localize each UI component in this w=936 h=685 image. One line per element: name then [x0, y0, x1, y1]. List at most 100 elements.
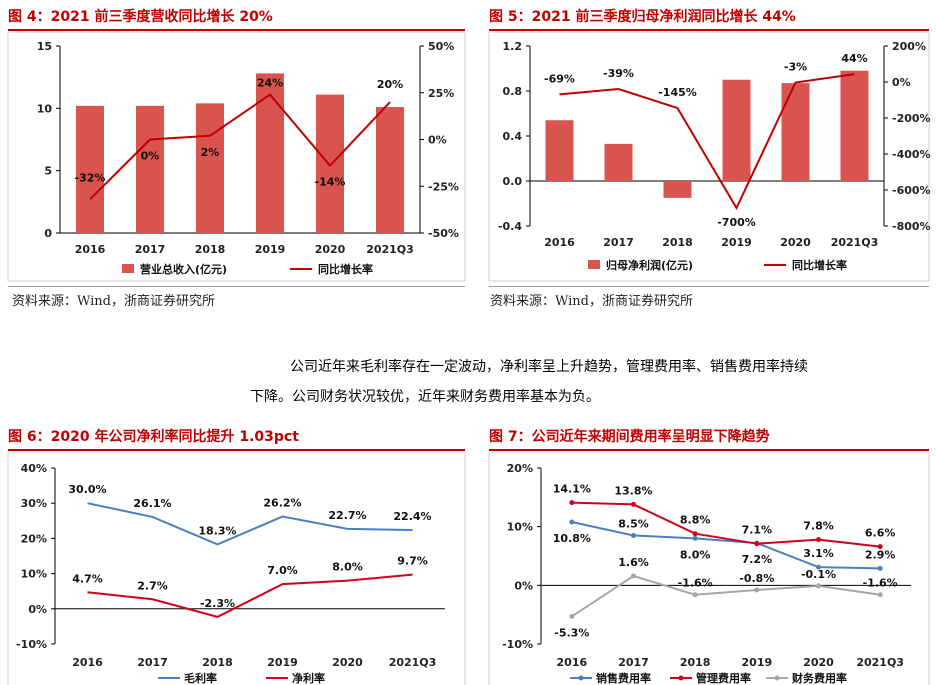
fig7-series-marker	[692, 531, 698, 537]
fig5-bar	[604, 143, 633, 181]
fig7-data-label: -5.3%	[554, 626, 589, 639]
fig7-legend-label: 财务费用率	[791, 671, 847, 685]
fig7-legend-marker	[678, 675, 684, 681]
fig4-right-tick-label: 50%	[428, 40, 454, 53]
fig5-category-label: 2016	[544, 236, 575, 249]
fig4-category-label: 2018	[195, 243, 226, 256]
fig6-data-label: 2.7%	[137, 579, 168, 592]
fig7-data-label: -1.6%	[678, 577, 713, 590]
fig4-right-tick-label: 25%	[428, 87, 454, 100]
fig6-data-label: 7.0%	[267, 564, 298, 577]
fig7-title-rule	[489, 449, 929, 451]
fig7-series-marker	[816, 537, 821, 543]
fig4-legend-bar-swatch	[122, 264, 134, 273]
fig4-category-label: 2016	[75, 243, 106, 256]
fig7-data-label: 7.8%	[803, 520, 834, 533]
fig5-category-label: 2020	[780, 236, 811, 249]
fig4-source: 资料来源：Wind，浙商证券研究所	[12, 294, 215, 309]
fig4-left-tick-label: 10	[37, 102, 53, 115]
fig7-legend-marker	[774, 675, 780, 681]
fig7-series-marker	[692, 535, 698, 541]
fig7-series-marker	[754, 587, 760, 593]
fig7-category-label: 2016	[557, 656, 588, 669]
fig5-bar	[663, 181, 692, 198]
fig6-title: 图 6：2020 年公司净利率同比提升 1.03pct	[8, 429, 299, 445]
fig7-series-marker	[569, 519, 575, 525]
fig6-legend-label: 净利率	[292, 671, 325, 685]
fig7-data-label: 8.5%	[618, 517, 649, 530]
fig5-category-label: 2021Q3	[831, 236, 879, 249]
fig5-left-tick-label: 0.8	[503, 85, 523, 98]
fig6-plot-border	[7, 451, 466, 685]
fig4-legend-line-label: 同比增长率	[318, 262, 373, 276]
fig6-data-label: 4.7%	[72, 572, 103, 585]
fig4-growth-label: 0%	[141, 150, 160, 163]
fig4-left-tick-label: 5	[44, 165, 52, 178]
fig4-bar	[376, 107, 404, 233]
fig6-tick-label: 10%	[21, 568, 47, 581]
fig6-data-label: 22.4%	[393, 510, 431, 523]
fig4-growth-label: 2%	[201, 146, 220, 159]
fig7-legend-label: 管理费用率	[696, 671, 751, 685]
fig7-legend-marker	[578, 675, 584, 681]
fig7-category-label: 2019	[742, 656, 773, 669]
fig7-data-label: 10.8%	[553, 532, 591, 545]
fig5-growth-label: -700%	[717, 216, 756, 229]
fig5-bar	[545, 120, 574, 181]
fig6-category-label: 2016	[72, 656, 103, 669]
fig5-category-label: 2017	[603, 236, 634, 249]
fig5-source: 资料来源：Wind，浙商证券研究所	[490, 294, 693, 309]
fig7-series-line	[571, 520, 881, 570]
fig4-bar	[76, 105, 104, 233]
fig5-legend-line-label: 同比增长率	[792, 258, 847, 272]
fig6-chart: -10% 0% 10% 20% 30% 40% 2016 2017 2018 2019 2020 20…	[7, 451, 466, 685]
fig6-tick-label: 20%	[21, 532, 47, 545]
fig7-series-marker	[569, 613, 575, 619]
fig5-left-tick-label: 1.2	[503, 40, 523, 53]
fig6-tick-label: 30%	[21, 497, 47, 510]
fig6-data-label: 26.2%	[263, 497, 301, 510]
fig4-growth-line	[89, 93, 391, 201]
fig6-legend-label: 毛利率	[184, 671, 217, 685]
fig5-right-tick-label: -400%	[892, 148, 931, 161]
fig7-data-label: 6.6%	[865, 527, 896, 540]
fig5-right-tick-label: -800%	[892, 220, 931, 233]
fig4-bar	[316, 94, 344, 233]
fig6-data-label: 18.3%	[198, 524, 236, 537]
fig6-data-label: 9.7%	[397, 555, 428, 568]
fig4-growth-label: -32%	[75, 171, 106, 184]
fig5-title-rule	[489, 29, 929, 31]
fig4-category-label: 2021Q3	[366, 243, 414, 256]
fig4-chart: 0 5 10 15 -50% -25% 0% 25% 50% 2016 2017 2018 2019 20…	[7, 31, 466, 282]
fig7-series-marker	[816, 564, 821, 570]
fig5-growth-label: -39%	[603, 67, 634, 80]
fig7-series-marker	[877, 544, 883, 550]
fig5-growth-label: 44%	[841, 52, 867, 65]
fig4-growth-label: 20%	[377, 78, 403, 91]
fig5-legend-bar-label: 归母净利润(亿元)	[606, 258, 693, 272]
body-paragraph-line-2: 下降。公司财务状况较优，近年来财务费用率基本为负。	[250, 389, 600, 405]
fig5-left-tick-label: 0.4	[503, 130, 523, 143]
fig4-growth-label: 24%	[257, 77, 283, 90]
fig7-data-label: 7.1%	[742, 524, 773, 537]
fig7-series-marker	[569, 500, 575, 506]
fig7-data-label: -0.1%	[801, 568, 836, 581]
fig7-data-label: 14.1%	[553, 483, 591, 496]
fig7-data-label: -1.6%	[863, 577, 898, 590]
fig6-tick-label: 40%	[21, 462, 47, 475]
fig7-series-marker	[631, 532, 636, 538]
fig7-series-marker	[877, 565, 883, 571]
fig4-title: 图 4：2021 前三季度营收同比增长 20%	[8, 9, 273, 25]
fig5-bar	[722, 79, 751, 181]
fig7-plot-border	[488, 451, 930, 685]
fig7-data-label: 8.0%	[680, 548, 711, 561]
fig7-tick-label: 0%	[514, 579, 533, 592]
fig5-title: 图 5：2021 前三季度归母净利润同比增长 44%	[489, 9, 796, 25]
fig7-data-label: 8.8%	[680, 514, 711, 527]
fig7-series-line	[571, 574, 881, 618]
fig5-legend-bar-swatch	[588, 260, 600, 269]
fig6-category-label: 2021Q3	[389, 656, 437, 669]
fig7-category-label: 2021Q3	[856, 656, 904, 669]
fig7-category-label: 2018	[680, 656, 711, 669]
fig5-right-tick-label: -600%	[892, 184, 931, 197]
